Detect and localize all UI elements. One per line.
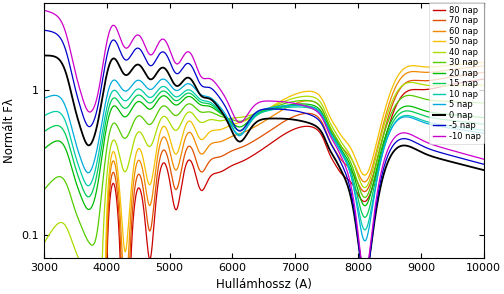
X-axis label: Hullámhossz (A): Hullámhossz (A) [216, 278, 311, 291]
Legend: 80 nap, 70 nap, 60 nap, 50 nap, 40 nap, 30 nap, 20 nap, 15 nap, 10 nap, 5 nap, 0: 80 nap, 70 nap, 60 nap, 50 nap, 40 nap, … [429, 2, 484, 144]
Y-axis label: Normált Fλ: Normált Fλ [3, 98, 16, 163]
